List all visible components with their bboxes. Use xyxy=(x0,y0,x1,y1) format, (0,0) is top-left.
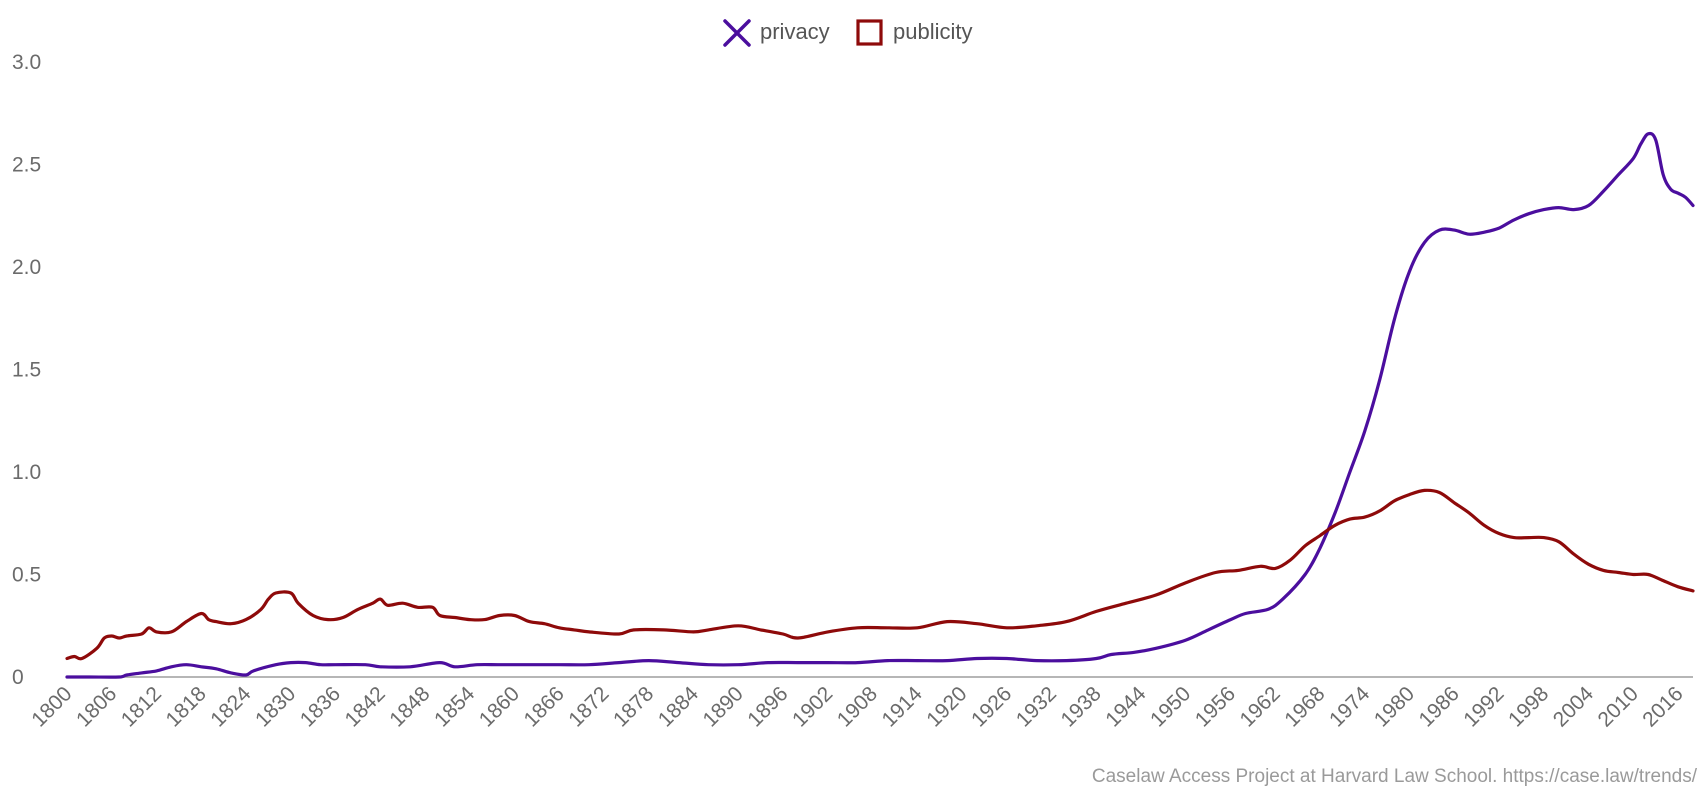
x-tick-label: 1920 xyxy=(922,682,971,731)
x-marker-icon xyxy=(723,19,751,47)
legend-item-publicity[interactable]: publicity xyxy=(856,19,972,46)
y-axis: 0 0.5 1.0 1.5 2.0 2.5 3.0 xyxy=(12,51,41,689)
x-tick-label: 1992 xyxy=(1459,682,1508,731)
source-credit: Caselaw Access Project at Harvard Law Sc… xyxy=(1092,766,1698,787)
x-tick-label: 1938 xyxy=(1057,682,1106,731)
x-tick-label: 1914 xyxy=(878,682,928,732)
x-tick-label: 2010 xyxy=(1594,682,1643,731)
legend-item-privacy[interactable]: privacy xyxy=(723,19,830,47)
x-tick-label: 1986 xyxy=(1415,682,1464,731)
x-tick-label: 1980 xyxy=(1370,682,1419,731)
series-layer xyxy=(65,131,1695,679)
x-tick-label: 1926 xyxy=(967,682,1016,731)
x-tick-label: 1884 xyxy=(654,682,704,732)
x-tick-label: 1848 xyxy=(385,682,434,731)
x-tick-label: 1854 xyxy=(430,682,480,732)
x-tick-label: 2016 xyxy=(1638,682,1687,731)
series-line-publicity xyxy=(65,488,1695,661)
x-tick-label: 1800 xyxy=(27,682,76,731)
x-tick-label: 1950 xyxy=(1146,682,1195,731)
y-tick-label: 1.0 xyxy=(12,461,41,484)
x-tick-label: 1812 xyxy=(117,682,166,731)
x-tick-label: 1968 xyxy=(1280,682,1329,731)
x-tick-label: 1878 xyxy=(609,682,658,731)
y-tick-label: 2.0 xyxy=(12,256,41,279)
y-tick-label: 2.5 xyxy=(12,154,41,177)
x-tick-label: 1860 xyxy=(475,682,524,731)
x-tick-label: 1842 xyxy=(341,682,390,731)
x-axis: 1800180618121818182418301836184218481854… xyxy=(27,682,1687,732)
series-line-privacy xyxy=(65,131,1695,679)
x-tick-label: 1896 xyxy=(743,682,792,731)
x-tick-label: 1902 xyxy=(788,682,837,731)
x-tick-label: 1872 xyxy=(564,682,613,731)
x-tick-label: 1818 xyxy=(161,682,210,731)
square-marker-icon xyxy=(856,19,883,46)
x-tick-label: 1866 xyxy=(520,682,569,731)
y-tick-label: 3.0 xyxy=(12,51,41,74)
y-tick-label: 1.5 xyxy=(12,359,41,382)
x-tick-label: 1824 xyxy=(206,682,256,732)
x-tick-label: 1932 xyxy=(1012,682,1061,731)
x-tick-label: 1956 xyxy=(1191,682,1240,731)
x-tick-label: 1830 xyxy=(251,682,300,731)
y-tick-label: 0.5 xyxy=(12,564,41,587)
legend-label: privacy xyxy=(760,19,830,44)
y-tick-label: 0 xyxy=(12,666,24,689)
x-tick-label: 1974 xyxy=(1325,682,1375,732)
x-tick-label: 1944 xyxy=(1101,682,1151,732)
legend: privacy publicity xyxy=(723,19,972,47)
x-tick-label: 1998 xyxy=(1504,682,1553,731)
x-tick-label: 2004 xyxy=(1549,682,1599,732)
x-tick-label: 1908 xyxy=(833,682,882,731)
x-tick-label: 1836 xyxy=(296,682,345,731)
x-tick-label: 1890 xyxy=(699,682,748,731)
legend-label: publicity xyxy=(893,19,972,44)
x-tick-label: 1806 xyxy=(72,682,121,731)
x-tick-label: 1962 xyxy=(1236,682,1285,731)
